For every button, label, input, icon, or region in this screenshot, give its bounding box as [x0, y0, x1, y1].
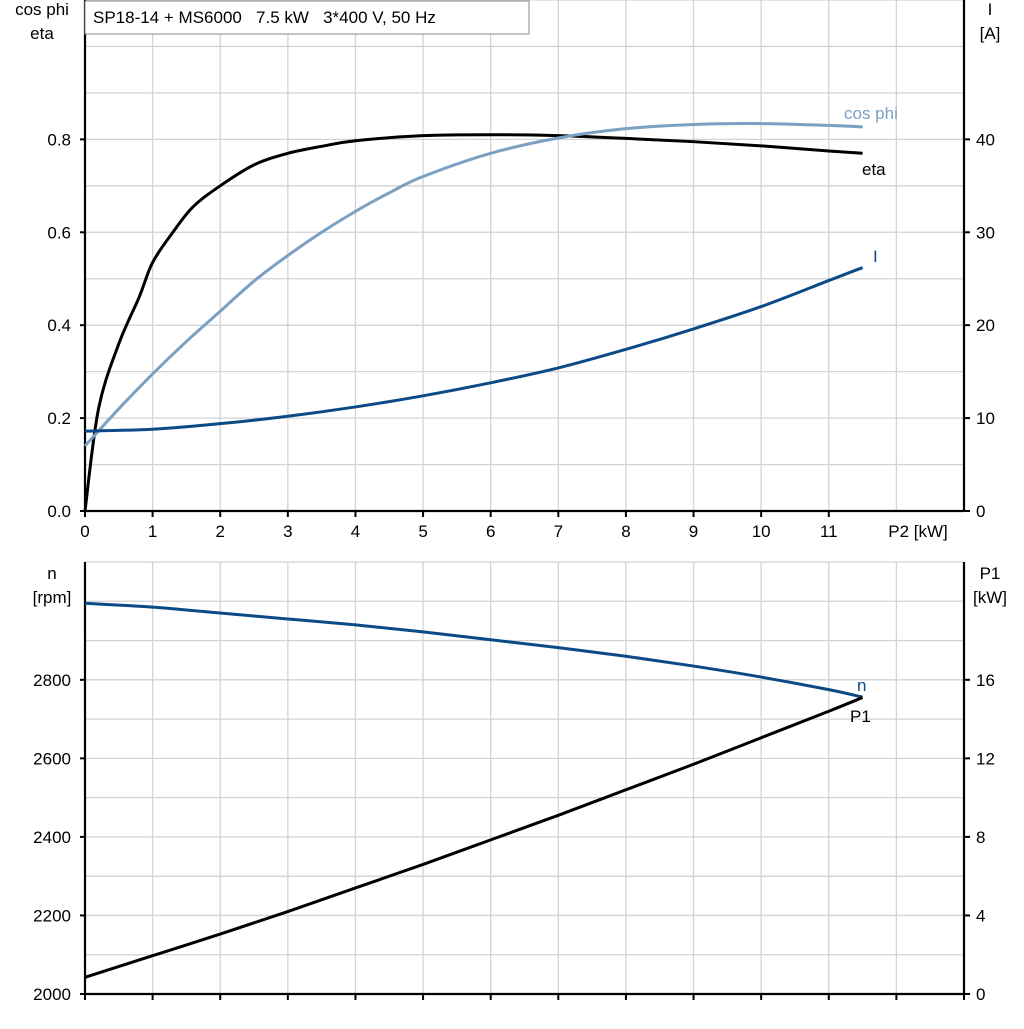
y-left-axis-label: [rpm]: [33, 588, 72, 607]
series-label-cos-phi: cos phi: [844, 104, 898, 123]
y-right-axis-label: P1: [980, 564, 1001, 583]
y-right-axis-label: [A]: [980, 24, 1001, 43]
y-right-axis-label: I: [988, 0, 993, 19]
y-left-tick-label: 0.0: [47, 502, 71, 521]
y-left-tick-label: 0.8: [47, 130, 71, 149]
x-tick-label: 5: [418, 522, 427, 541]
y-right-tick-label: 0: [976, 502, 985, 521]
y-right-tick-label: 20: [976, 316, 995, 335]
y-left-axis-label: eta: [30, 24, 54, 43]
series-line-eta: [83, 133, 863, 512]
y-left-tick-label: 0.4: [47, 316, 71, 335]
series-label-eta: eta: [862, 160, 886, 179]
series-label-i: I: [873, 247, 878, 266]
y-right-tick-label: 12: [976, 749, 995, 768]
y-right-tick-label: 40: [976, 130, 995, 149]
x-tick-label: 7: [554, 522, 563, 541]
x-tick-label: 6: [486, 522, 495, 541]
series-label-n: n: [857, 676, 866, 695]
x-tick-label: 9: [689, 522, 698, 541]
chart-title: SP18-14 + MS6000 7.5 kW 3*400 V, 50 Hz: [93, 8, 436, 27]
x-tick-label: 4: [351, 522, 360, 541]
y-right-tick-label: 8: [976, 828, 985, 847]
title-box: [84, 0, 530, 35]
x-tick-label: 0: [80, 522, 89, 541]
y-right-axis-label: [kW]: [973, 588, 1007, 607]
y-left-tick-label: 2800: [33, 671, 71, 690]
y-left-tick-label: 0.6: [47, 223, 71, 242]
x-axis-label: P2 [kW]: [888, 522, 948, 541]
y-left-tick-label: 2000: [33, 985, 71, 1004]
series-line-i: [84, 266, 864, 433]
y-right-tick-label: 0: [976, 985, 985, 1004]
series-label-p1: P1: [850, 707, 871, 726]
y-left-axis-label: n: [47, 564, 56, 583]
x-tick-label: 11: [820, 522, 838, 541]
x-tick-label: 2: [215, 522, 224, 541]
y-left-axis-label: cos phi: [15, 0, 69, 19]
x-tick-label: 3: [283, 522, 292, 541]
y-left-tick-label: 2400: [33, 828, 71, 847]
x-tick-label: 1: [148, 522, 157, 541]
series-line-cos-phi: [83, 122, 863, 447]
y-left-tick-label: 0.2: [47, 409, 71, 428]
y-right-tick-label: 30: [976, 223, 995, 242]
series-line-n: [84, 601, 863, 699]
y-right-tick-label: 4: [976, 906, 985, 925]
series-line-p1: [84, 696, 864, 979]
lower-plot: 2000 2200 2400 2600 2800 0 4 8 12 16 n [rpm] P1 [kW] n…: [33, 561, 1007, 1004]
y-right-tick-label: 16: [976, 671, 995, 690]
x-tick-label: 10: [752, 522, 771, 541]
y-right-tick-label: 10: [976, 409, 995, 428]
x-tick-label: 8: [621, 522, 630, 541]
upper-plot: 0.0 0.2 0.4 0.6 0.8 0 10 20 30 40 0 1 2 3 4 5 6 7 8 9 10 11 P2…: [15, 0, 1000, 541]
y-left-tick-label: 2600: [33, 749, 71, 768]
y-left-tick-label: 2200: [33, 906, 71, 925]
